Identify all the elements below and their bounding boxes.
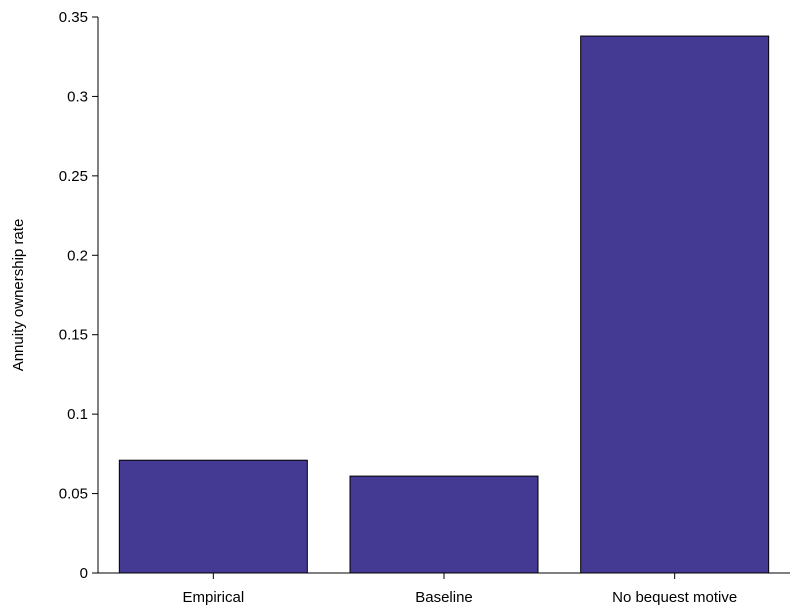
bar-baseline <box>349 475 539 574</box>
y-tick-label: 0.3 <box>67 88 88 105</box>
y-tick-label: 0.2 <box>67 247 88 264</box>
bar-no-bequest-motive <box>580 35 770 574</box>
x-tick-label: Baseline <box>415 589 473 606</box>
y-tick-label: 0.1 <box>67 406 88 423</box>
y-tick-label: 0.15 <box>59 327 88 344</box>
y-tick-label: 0.25 <box>59 168 88 185</box>
y-axis-title: Annuity ownership rate <box>10 219 27 372</box>
bar-empirical <box>118 459 308 574</box>
y-axis: 0 0.05 0.1 0.15 0.2 0.25 0.3 0.35 <box>59 9 99 582</box>
bars <box>118 35 770 574</box>
x-axis: Empirical Baseline No bequest motive <box>98 572 790 606</box>
x-tick-label: No bequest motive <box>612 589 737 606</box>
y-tick-label: 0 <box>80 565 88 582</box>
x-tick-label: Empirical <box>182 589 244 606</box>
y-tick-label: 0.05 <box>59 486 88 503</box>
y-tick-label: 0.35 <box>59 9 88 26</box>
